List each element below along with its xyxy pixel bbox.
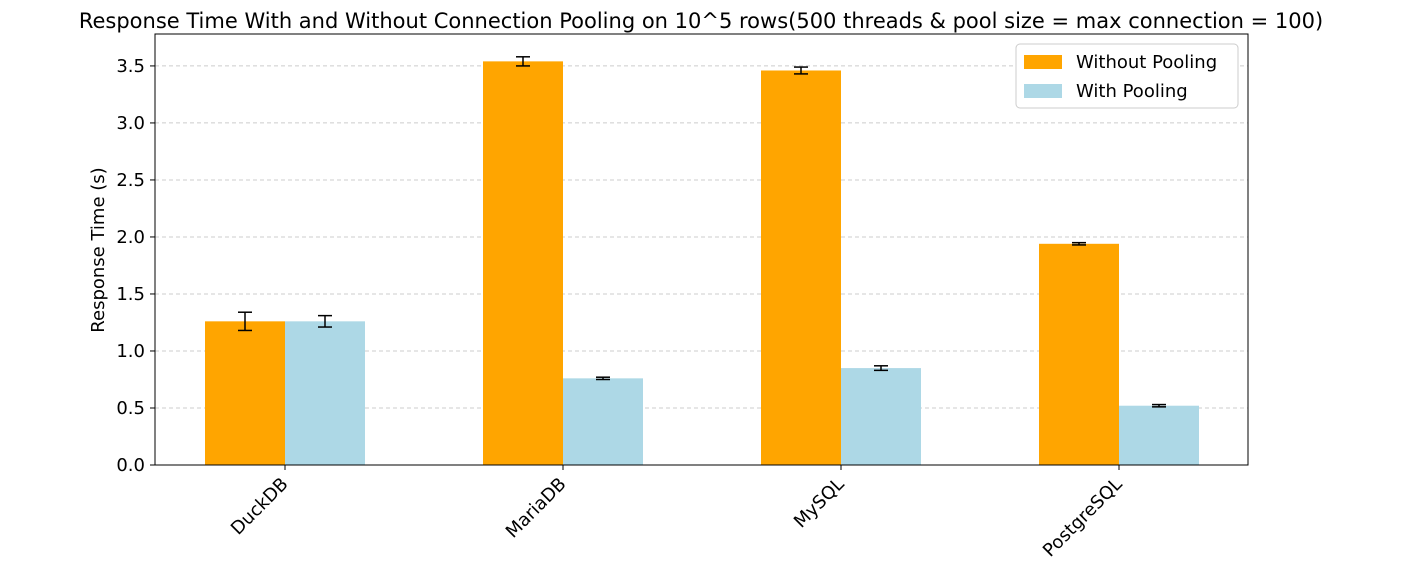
bar <box>285 321 365 465</box>
bar <box>1039 243 1119 465</box>
chart-title: Response Time With and Without Connectio… <box>79 9 1323 33</box>
x-tick-label: MariaDB <box>502 474 571 543</box>
y-tick-label: 0.0 <box>116 455 145 476</box>
y-tick-label: 2.5 <box>116 170 145 191</box>
legend-label: With Pooling <box>1076 81 1188 102</box>
error-bar <box>596 376 610 381</box>
error-bar <box>1152 403 1166 408</box>
bar <box>761 70 841 466</box>
bar <box>205 321 285 465</box>
x-tick-label: MySQL <box>790 474 849 533</box>
error-bar <box>318 314 332 328</box>
y-axis-label: Response Time (s) <box>88 167 109 332</box>
y-tick-label: 2.0 <box>116 227 145 248</box>
bar <box>483 61 563 465</box>
legend-frame <box>1015 43 1239 109</box>
legend-label: Without Pooling <box>1076 52 1217 73</box>
error-bar <box>874 365 888 372</box>
error-bar <box>1072 241 1086 246</box>
error-bar <box>516 56 530 67</box>
legend-swatch <box>1024 55 1062 69</box>
y-tick-label: 1.0 <box>116 341 145 362</box>
error-bar <box>238 311 252 332</box>
x-tick-label: PostgreSQL <box>1039 474 1127 562</box>
y-tick-label: 0.5 <box>116 398 145 419</box>
error-bar <box>794 66 808 75</box>
bar <box>841 368 921 465</box>
plot-frame <box>154 33 1249 466</box>
y-tick-label: 3.5 <box>116 56 145 77</box>
y-tick-label: 3.0 <box>116 113 145 134</box>
legend-swatch <box>1024 84 1062 98</box>
bar <box>563 378 643 465</box>
bar <box>1119 405 1199 465</box>
x-tick-label: DuckDB <box>227 474 293 540</box>
y-tick-label: 1.5 <box>116 284 145 305</box>
